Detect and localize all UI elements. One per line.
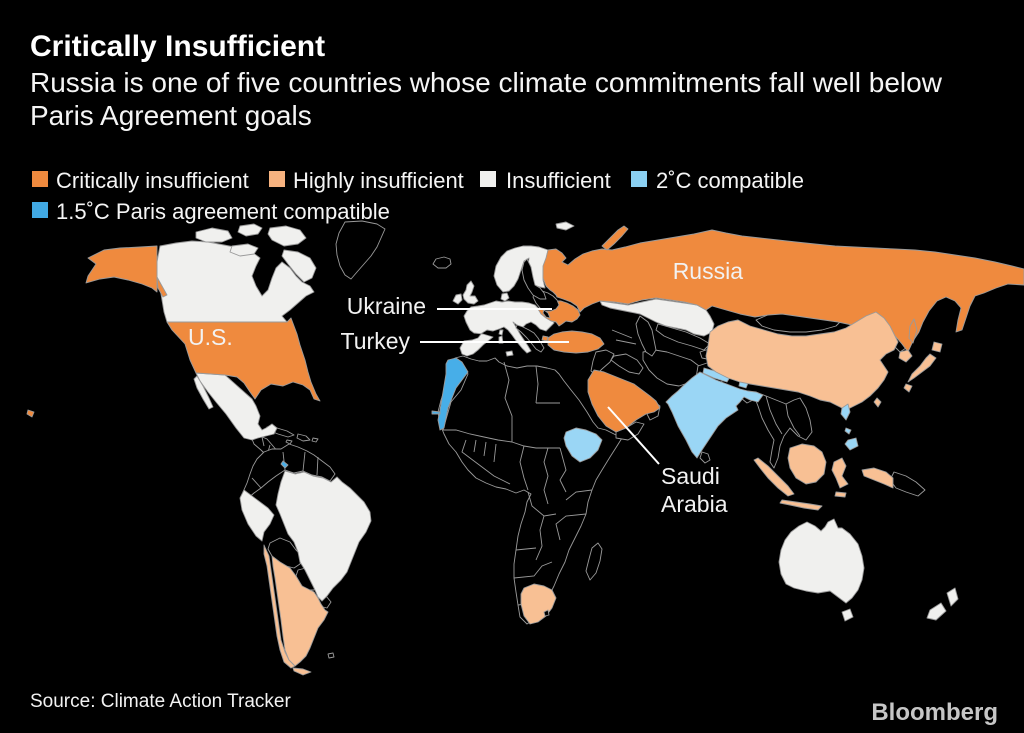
svg-text:Turkey: Turkey	[341, 328, 411, 354]
svg-text:Russia: Russia	[673, 258, 744, 284]
svg-text:Ukraine: Ukraine	[347, 293, 426, 319]
svg-text:U.S.: U.S.	[188, 324, 233, 350]
svg-text:Arabia: Arabia	[661, 491, 728, 517]
svg-text:Saudi: Saudi	[661, 463, 720, 489]
